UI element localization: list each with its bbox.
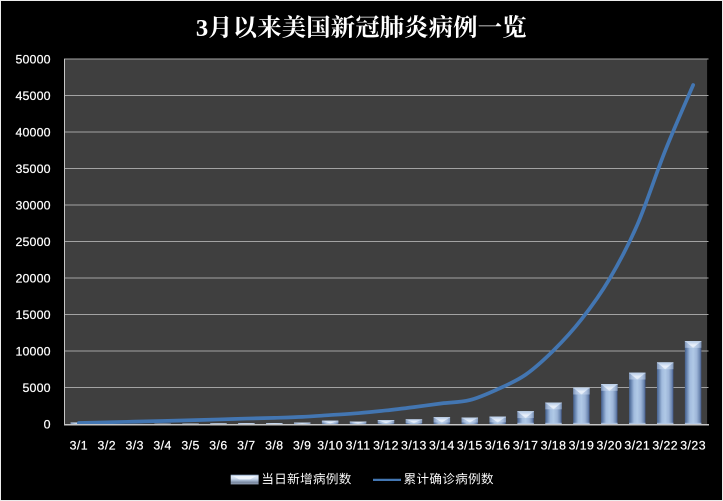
svg-text:5000: 5000: [23, 381, 51, 395]
svg-text:3/15: 3/15: [457, 438, 483, 452]
svg-text:0: 0: [44, 418, 51, 432]
svg-text:3/11: 3/11: [346, 438, 371, 452]
svg-text:3/6: 3/6: [209, 438, 227, 452]
svg-text:15000: 15000: [16, 308, 51, 322]
svg-text:3/10: 3/10: [317, 438, 343, 452]
svg-text:3/12: 3/12: [373, 438, 399, 452]
svg-text:35000: 35000: [16, 162, 51, 176]
svg-text:50000: 50000: [16, 52, 51, 66]
svg-text:3/8: 3/8: [265, 438, 283, 452]
svg-text:3/1: 3/1: [70, 438, 88, 452]
svg-text:3/21: 3/21: [624, 438, 650, 452]
svg-text:3/3: 3/3: [125, 438, 143, 452]
svg-text:3/18: 3/18: [541, 438, 567, 452]
svg-text:30000: 30000: [16, 198, 51, 212]
svg-text:3/22: 3/22: [652, 438, 678, 452]
svg-text:3: 3: [196, 15, 208, 42]
svg-text:3/17: 3/17: [513, 438, 539, 452]
svg-text:45000: 45000: [16, 89, 51, 103]
svg-text:3/14: 3/14: [429, 438, 455, 452]
svg-text:3/23: 3/23: [680, 438, 706, 452]
svg-text:3/4: 3/4: [153, 438, 171, 452]
svg-text:3/19: 3/19: [569, 438, 595, 452]
svg-text:10000: 10000: [16, 344, 51, 358]
svg-text:3/5: 3/5: [181, 438, 199, 452]
svg-text:3/2: 3/2: [98, 438, 116, 452]
svg-text:3/9: 3/9: [293, 438, 311, 452]
svg-text:3/13: 3/13: [401, 438, 427, 452]
svg-text:3/7: 3/7: [237, 438, 255, 452]
svg-text:3/16: 3/16: [485, 438, 511, 452]
svg-text:3/20: 3/20: [597, 438, 623, 452]
svg-text:25000: 25000: [16, 235, 51, 249]
svg-text:20000: 20000: [16, 271, 51, 285]
svg-text:40000: 40000: [16, 125, 51, 139]
